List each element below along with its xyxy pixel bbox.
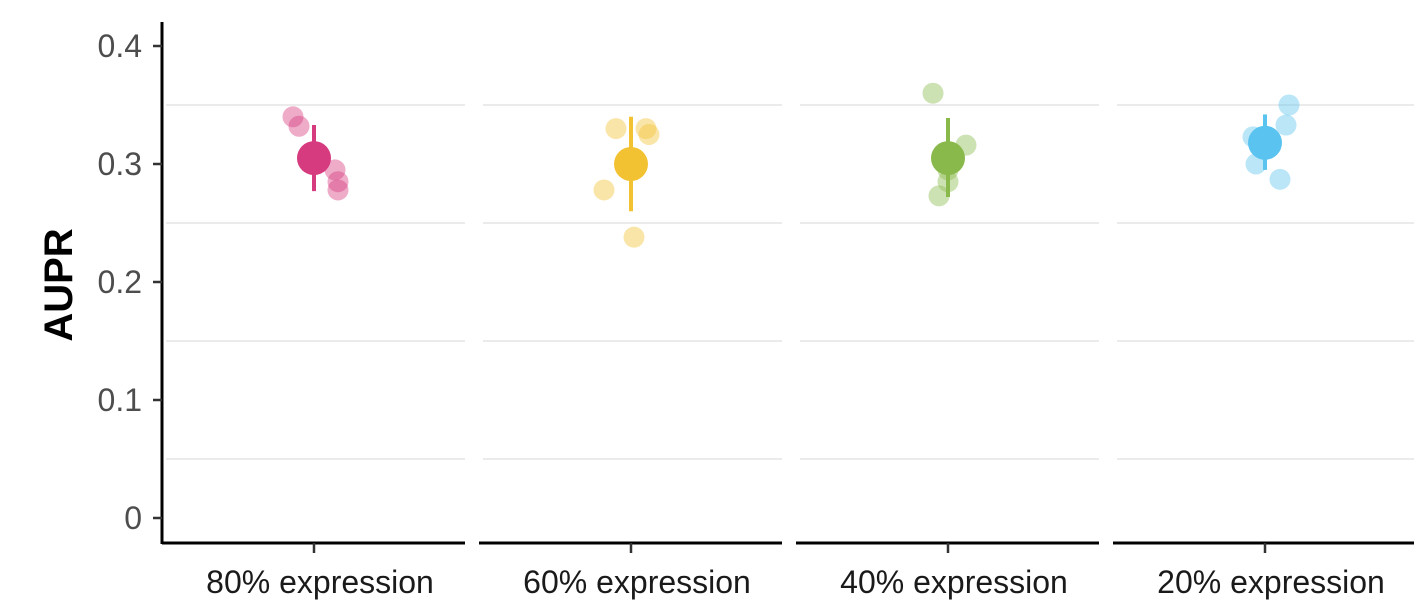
data-point (327, 179, 349, 201)
data-point (1278, 94, 1300, 116)
data-point (922, 82, 944, 104)
mean-point (297, 141, 331, 176)
data-point (327, 171, 349, 193)
data-point (928, 185, 950, 207)
axes: 0 0.1 0.2 0.3 0.4 80% expression 60% expressio… (98, 22, 1414, 600)
data-point (638, 124, 660, 145)
data-point (324, 159, 346, 181)
grid-lines (166, 104, 1414, 460)
mean-point (931, 141, 965, 176)
y-tick-label: 0.1 (98, 382, 142, 418)
y-tick-label: 0.3 (98, 146, 142, 182)
data-point (1269, 168, 1291, 190)
data-point (623, 226, 645, 248)
y-axis-title: AUPR (37, 228, 81, 341)
category-label: 40% expression (840, 564, 1068, 600)
category-label: 20% expression (1157, 564, 1385, 600)
mean-point (614, 147, 648, 181)
data-point (282, 106, 304, 128)
mean-point (1248, 125, 1282, 160)
data-point (605, 118, 627, 140)
group-means (297, 114, 1282, 212)
data-point (1275, 114, 1297, 136)
data-point (635, 118, 657, 140)
data-point (288, 115, 310, 137)
category-label: 60% expression (523, 564, 751, 600)
y-tick-label: 0.4 (98, 28, 142, 64)
data-point (593, 179, 615, 201)
y-tick-label: 0 (124, 500, 142, 536)
category-label: 80% expression (206, 564, 434, 600)
y-tick-label: 0.2 (98, 264, 142, 300)
